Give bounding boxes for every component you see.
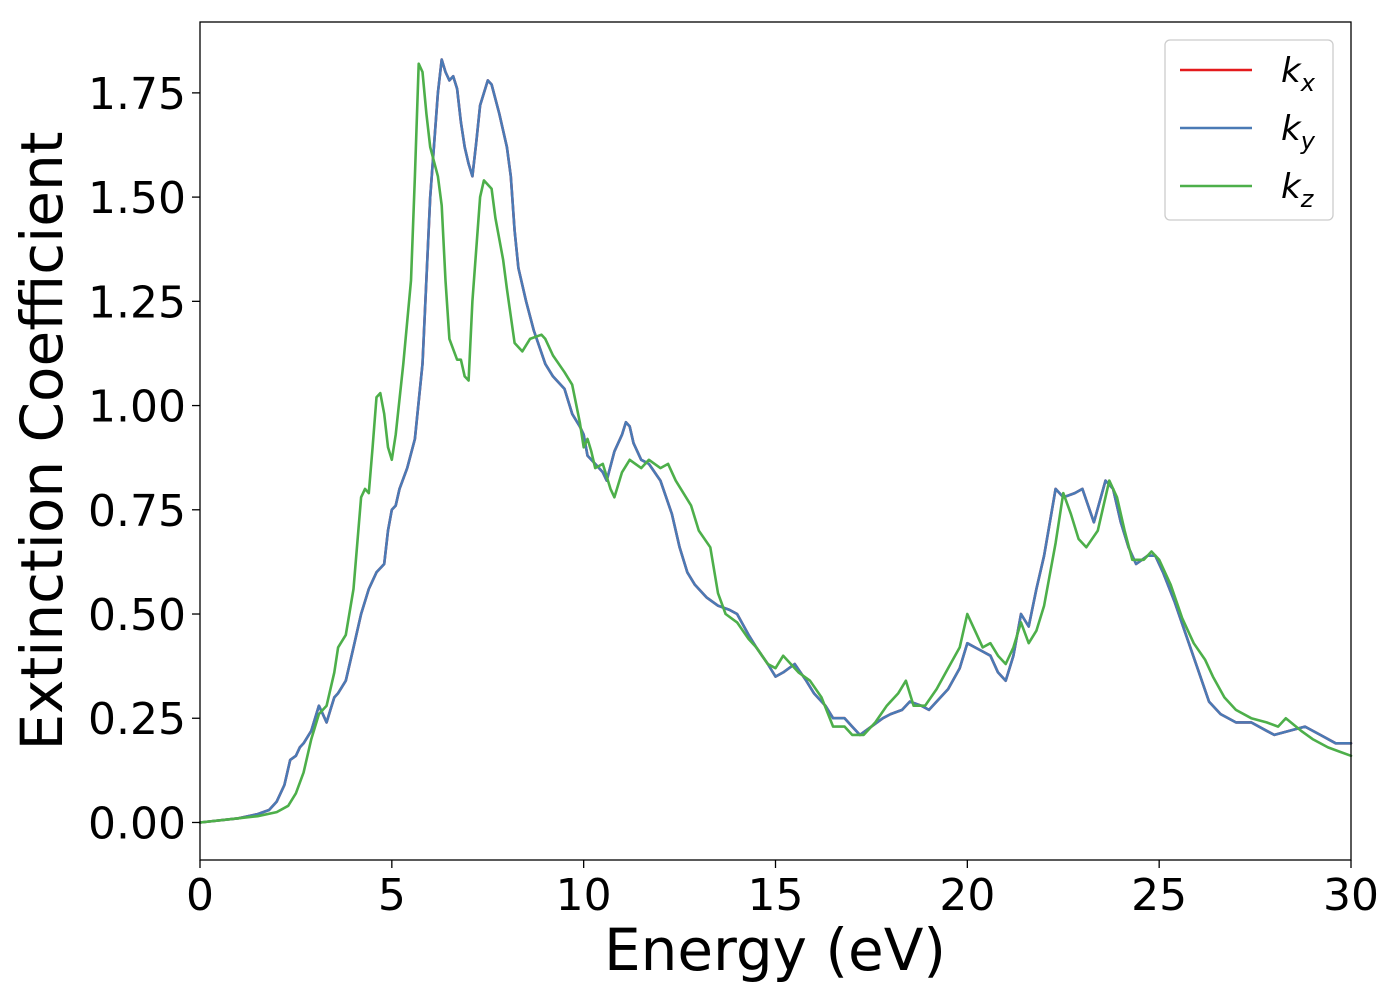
legend: kx ky kz (1164, 39, 1334, 221)
y-tick-label: 1.75 (88, 69, 186, 120)
series-line-kz (198, 62, 1353, 824)
x-axis-label: Energy (eV) (604, 916, 946, 984)
y-axis-label: Extinction Coefficient (8, 132, 76, 751)
y-tick-label: 0.75 (88, 486, 186, 537)
x-axis: 0 5 10 15 20 25 30 (186, 860, 1379, 921)
series-line-ky (198, 58, 1353, 824)
legend-label-kz: kz (1281, 167, 1315, 213)
x-tick-label: 25 (1131, 870, 1187, 921)
y-tick-label: 0.50 (88, 590, 186, 641)
y-axis: 0.00 0.25 0.50 0.75 1.00 1.25 1.50 1.75 (88, 69, 200, 849)
y-tick-label: 1.50 (88, 173, 186, 224)
y-tick-label: 1.25 (88, 277, 186, 328)
legend-label-ky: ky (1281, 109, 1316, 155)
x-tick-label: 0 (186, 870, 214, 921)
y-tick-label: 0.00 (88, 798, 186, 849)
x-tick-label: 10 (556, 870, 612, 921)
x-tick-label: 5 (378, 870, 406, 921)
x-tick-label: 15 (748, 870, 804, 921)
y-tick-label: 0.25 (88, 694, 186, 745)
x-tick-label: 20 (939, 870, 995, 921)
series-layer (198, 58, 1353, 824)
y-tick-label: 1.00 (88, 382, 186, 433)
legend-box (1164, 39, 1334, 221)
legend-label-kx: kx (1281, 51, 1316, 97)
x-tick-label: 30 (1323, 870, 1379, 921)
